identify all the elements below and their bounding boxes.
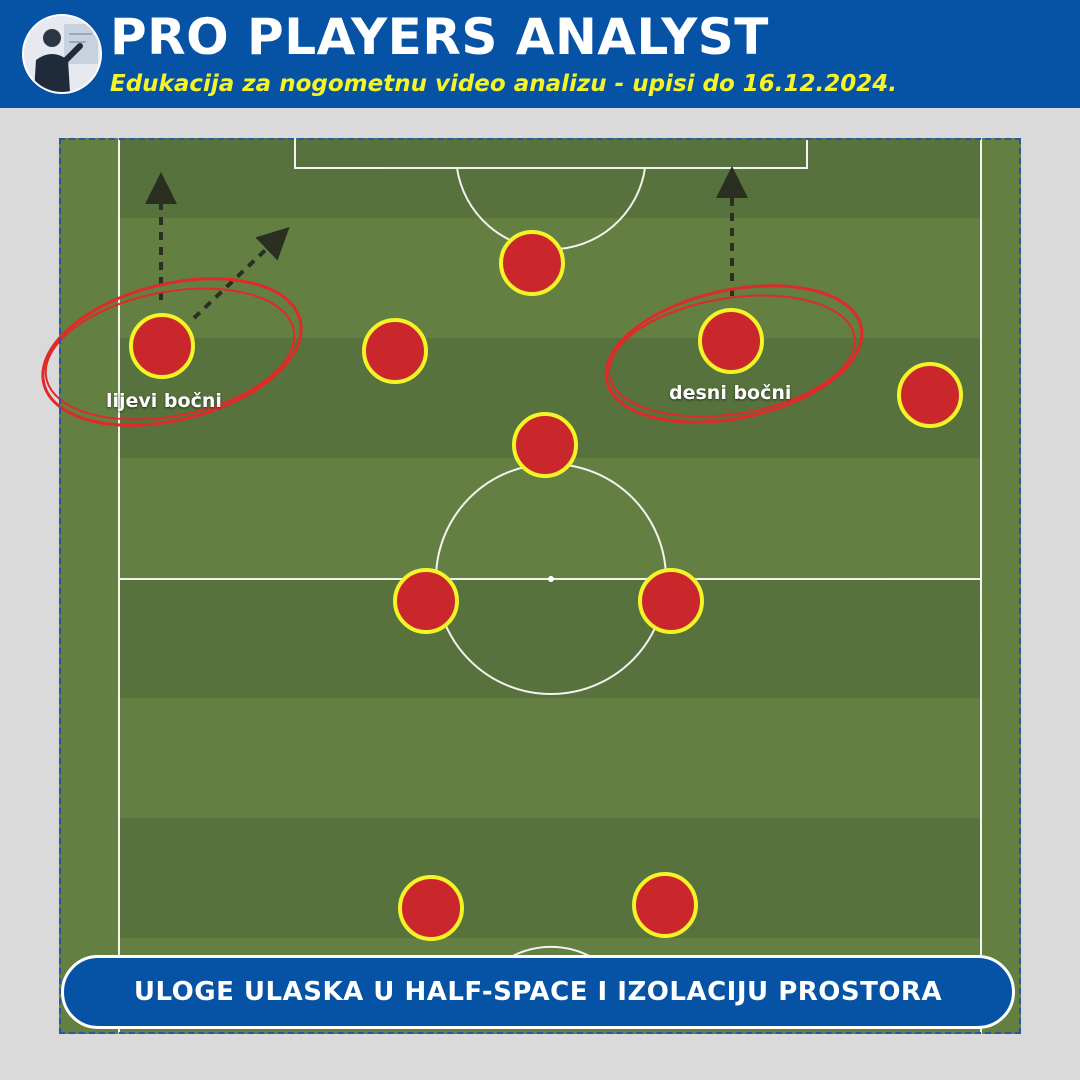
player-marker — [632, 872, 698, 938]
player-marker — [393, 568, 459, 634]
highlight-ring-right — [604, 284, 864, 424]
label-right-fullback: desni bočni — [669, 382, 792, 404]
player-marker — [362, 318, 428, 384]
player-marker — [499, 230, 565, 296]
run-arrow-left-diagonal — [192, 226, 290, 320]
presenter-avatar-icon — [22, 14, 102, 94]
player-marker — [512, 412, 578, 478]
player-marker — [129, 313, 195, 379]
player-marker — [398, 875, 464, 941]
page-title: PRO PLAYERS ANALYST — [110, 8, 769, 66]
caption-banner: ULOGE ULASKA U HALF-SPACE I IZOLACIJU PR… — [61, 955, 1015, 1029]
page-subtitle: Edukacija za nogometnu video analizu - u… — [110, 71, 898, 97]
highlight-ring-left — [41, 277, 303, 427]
player-marker — [638, 568, 704, 634]
caption-text: ULOGE ULASKA U HALF-SPACE I IZOLACIJU PR… — [133, 977, 943, 1007]
header-banner: PRO PLAYERS ANALYST Edukacija za nogomet… — [0, 0, 1080, 108]
player-marker — [698, 308, 764, 374]
label-left-fullback: lijevi bočni — [106, 390, 222, 412]
player-marker — [897, 362, 963, 428]
